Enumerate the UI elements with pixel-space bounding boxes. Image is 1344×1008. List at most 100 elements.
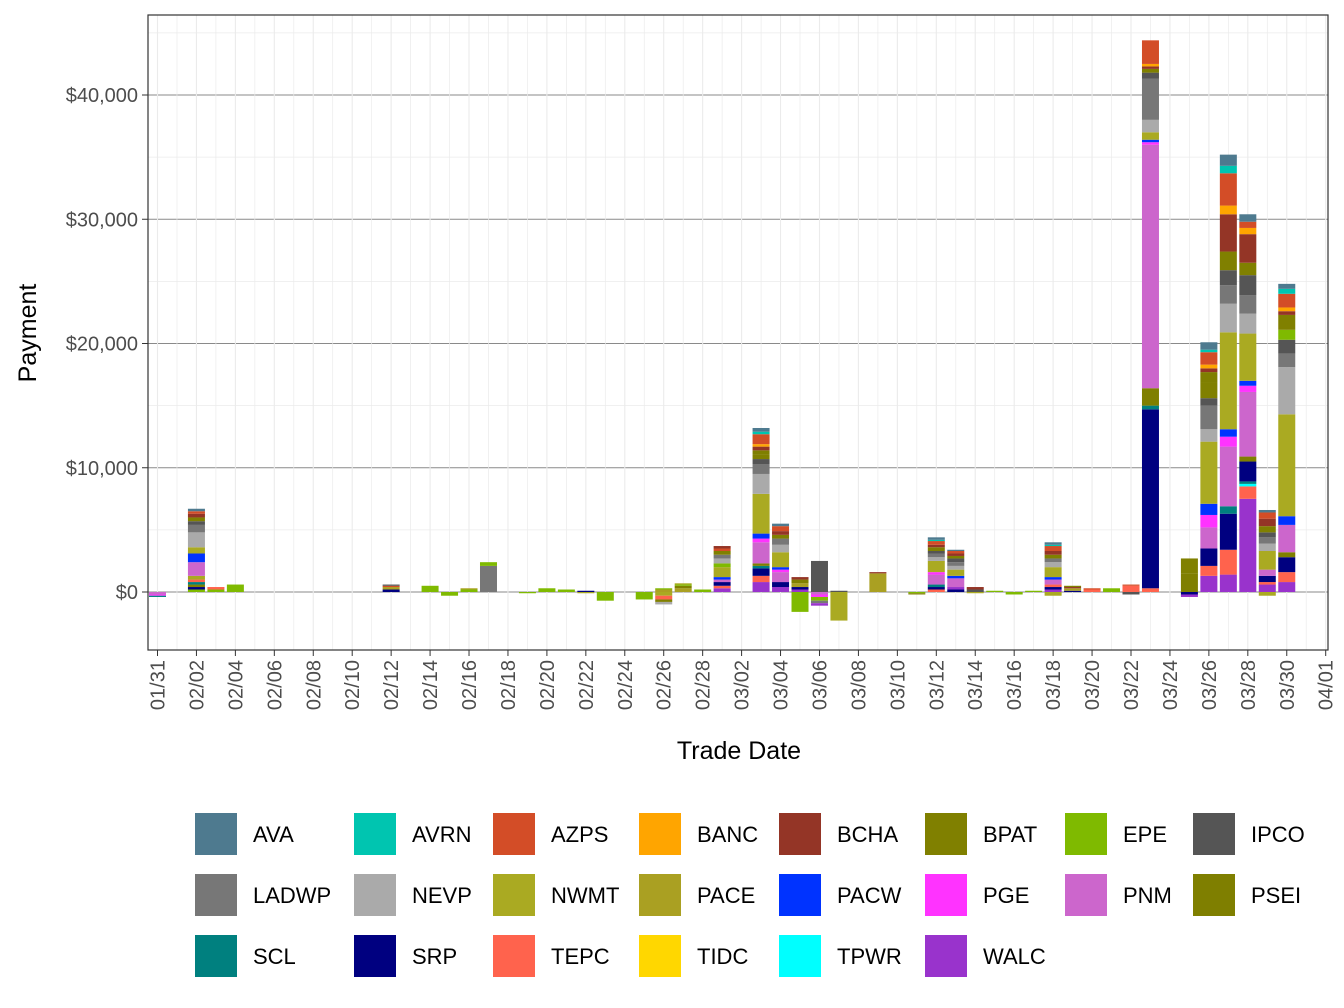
bar-segment-psei-03-24	[1180, 573, 1198, 592]
bar-segment-epe-02-14	[421, 585, 439, 592]
bar-segment-avrn-03-11	[927, 539, 945, 542]
bar-segment-bpat-03-22	[1141, 68, 1159, 73]
legend-label-srp: SRP	[412, 944, 457, 969]
bar-segment-epe-03-15	[1005, 592, 1023, 595]
bar-segment-tepc-03-19	[1083, 589, 1101, 592]
bar-segment-ava-03-26	[1219, 154, 1237, 166]
bar-segment-tepc-02-02	[187, 579, 205, 583]
bar-segment-pace-03-08	[869, 573, 887, 592]
bar-segment-srp-03-02	[752, 568, 770, 576]
bar-segment-tpwr-03-27	[1239, 483, 1257, 487]
bar-segment-azps-03-22	[1141, 40, 1159, 64]
bar-segment-epe-02-23	[596, 592, 614, 601]
bar-segment-epe-02-17	[479, 562, 497, 566]
bar-segment-pacw-03-17	[1044, 577, 1062, 580]
bar-segment-pnm-03-03	[772, 572, 790, 583]
legend-label-walc: WALC	[983, 944, 1046, 969]
bar-segment-bcha-02-02	[187, 513, 205, 518]
bar-segment-epe-03-04	[791, 592, 809, 612]
bar-segment-pnm-03-22	[1141, 144, 1159, 389]
bar-segment-nwmt-03-28	[1258, 592, 1276, 596]
bar-segment-ladwp-03-03	[772, 538, 790, 545]
bar-segment-bcha-03-12	[947, 553, 965, 556]
bar-segment-pge-03-05	[810, 594, 828, 597]
bar-segment-ladwp-03-28	[1258, 537, 1276, 544]
x-tick-label: 03/14	[965, 660, 987, 710]
bar-segment-ava-03-03	[772, 523, 790, 527]
bar-segment-pace-02-12	[382, 587, 400, 590]
legend-swatch-ipco	[1193, 813, 1235, 855]
bar-segment-avrn-03-29	[1278, 288, 1296, 294]
bar-segment-pace-02-26	[655, 589, 673, 592]
bar-segment-bcha-03-18	[1064, 587, 1082, 589]
bar-segment-epe-03-10	[908, 592, 926, 594]
legend-swatch-pace	[639, 874, 681, 916]
bar-segment-epe-02-26	[655, 588, 673, 590]
bar-segment-tepc-03-27	[1239, 486, 1257, 499]
bar-segment-epe-02-21	[557, 589, 575, 592]
x-tick-label: 02/24	[615, 660, 637, 710]
x-tick-label: 02/16	[459, 660, 481, 710]
bar-segment-walc-03-25	[1200, 575, 1218, 592]
bar-segment-azps-02-12	[382, 585, 400, 588]
bar-segment-walc-03-12	[947, 587, 965, 590]
legend-label-bpat: BPAT	[983, 822, 1037, 847]
bar-segment-bpat-03-17	[1044, 554, 1062, 559]
bar-segment-pnm-02-29	[713, 579, 731, 583]
x-tick-label: 02/02	[186, 660, 208, 710]
bar-segment-bpat-03-02	[752, 454, 770, 460]
bar-segment-bpat-02-02	[187, 517, 205, 522]
legend-label-tepc: TEPC	[551, 944, 610, 969]
bar-segment-pge-01-31	[149, 594, 166, 596]
legend-label-banc: BANC	[697, 822, 758, 847]
bar-segment-ava-03-11	[927, 537, 945, 540]
bar-segment-nevp-03-17	[1044, 562, 1062, 568]
bar-segment-banc-03-22	[1141, 63, 1159, 67]
bar-segment-walc-03-04	[791, 589, 809, 592]
bar-segment-walc-03-27	[1239, 498, 1257, 592]
legend-swatch-nwmt	[493, 874, 535, 916]
bar-segment-banc-03-02	[752, 444, 770, 447]
legend-swatch-srp	[354, 935, 396, 977]
bar-segment-nwmt-03-03	[772, 552, 790, 568]
y-tick-label: $0	[116, 582, 138, 604]
bar-segment-ava-02-02	[187, 508, 205, 512]
bar-segment-azps-03-02	[752, 434, 770, 445]
bar-segment-bcha-03-22	[1141, 66, 1159, 69]
bar-segment-walc-02-29	[713, 588, 731, 592]
x-tick-label: 03/28	[1238, 660, 1260, 710]
bar-segment-srp-03-26	[1219, 513, 1237, 550]
bar-segment-scl-03-22	[1141, 405, 1159, 410]
bar-segment-tepc-02-03	[207, 587, 225, 590]
x-tick-label: 03/10	[887, 660, 909, 710]
bar-segment-azps-03-27	[1239, 221, 1257, 228]
y-tick-label: $20,000	[66, 334, 138, 356]
x-tick-label: 01/31	[148, 660, 170, 710]
bar-segment-srp-03-27	[1239, 461, 1257, 482]
bar-segment-pnm-02-02	[187, 562, 205, 576]
bar-segment-epe-02-19	[518, 592, 536, 594]
bar-segment-bcha-03-26	[1219, 214, 1237, 252]
bar-segment-epe-03-16	[1025, 590, 1043, 592]
bar-segment-bcha-03-29	[1278, 311, 1296, 315]
x-tick-label: 03/24	[1160, 660, 1182, 710]
bar-segment-bpat-03-29	[1278, 314, 1296, 330]
bar-segment-nwmt-03-29	[1278, 414, 1296, 517]
x-tick-label: 02/12	[381, 660, 403, 710]
legend-label-ava: AVA	[253, 822, 294, 847]
bar-segment-pacw-03-12	[947, 575, 965, 579]
bar-segment-ava-03-25	[1200, 342, 1218, 350]
bar-segment-nevp-03-25	[1200, 429, 1218, 442]
bar-segment-ipco-03-05	[810, 560, 828, 592]
bar-segment-nevp-03-12	[947, 565, 965, 570]
bar-segment-psei-03-22	[1141, 388, 1159, 406]
legend-swatch-tpwr	[779, 935, 821, 977]
bar-segment-ava-03-29	[1278, 283, 1296, 289]
x-tick-label: 03/12	[926, 660, 948, 710]
bar-segment-banc-03-26	[1219, 205, 1237, 215]
bar-segment-tepc-03-21	[1122, 585, 1140, 592]
bar-segment-ladwp-03-11	[927, 553, 945, 558]
bar-segment-tepc-02-26	[655, 595, 673, 600]
legend-label-pace: PACE	[697, 883, 755, 908]
bar-segment-bcha-03-02	[752, 446, 770, 451]
